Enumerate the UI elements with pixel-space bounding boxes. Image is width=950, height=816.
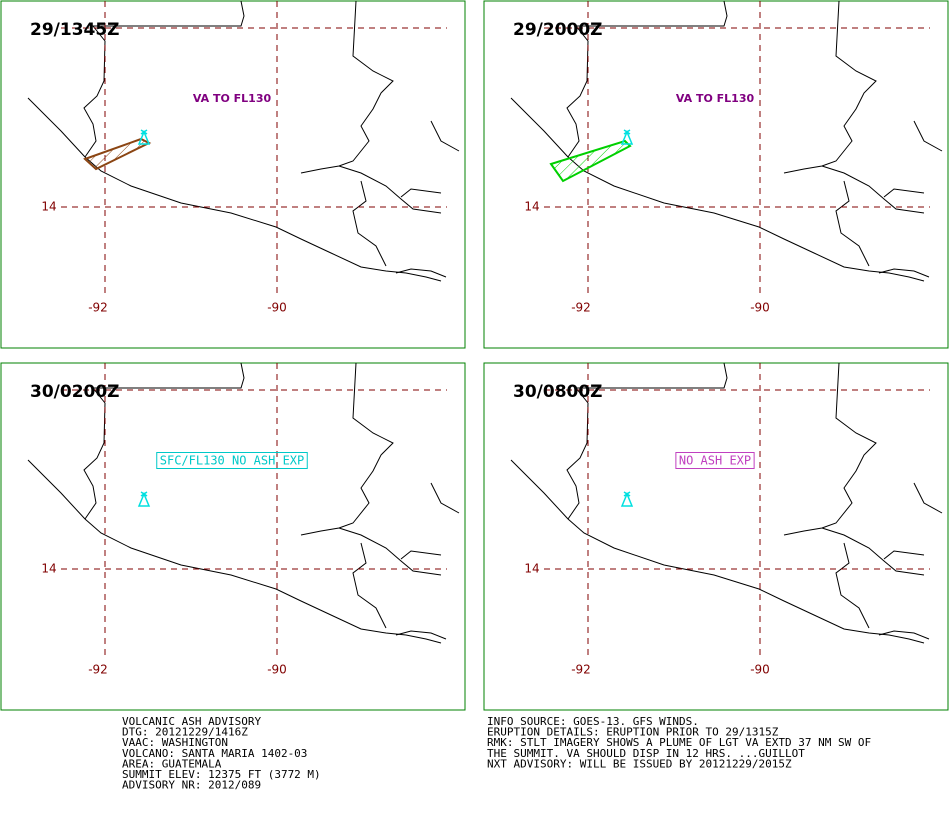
valid-time: 29/1345Z [30,20,120,40]
advisory-line: INFO SOURCE: GOES-13. GFS WINDS. [487,715,699,728]
panel-frame [0,362,466,711]
valid-time: 29/2000Z [513,20,603,40]
lon-label: -90 [750,663,770,677]
lon-label: -90 [750,301,770,315]
lat-label: 14 [524,562,539,576]
lat-label: 14 [41,200,56,214]
ash-annotation: NO ASH EXP [679,454,751,468]
advisory-line: THE SUMMIT. VA SHOULD DISP IN 12 HRS. ..… [487,747,805,760]
ash-annotation: SFC/FL130 NO ASH EXP [160,454,305,468]
advisory-line: ADVISORY NR: 2012/089 [122,779,261,792]
advisory-line: SUMMIT ELEV: 12375 FT (3772 M) [122,768,321,781]
ash-annotation: VA TO FL130 [193,92,272,105]
map-panel: 14 -92 -90 30/0200Z SFC/FL130 NO ASH EXP [0,362,466,711]
advisory-line: VOLCANIC ASH ADVISORY [122,715,261,728]
lon-label: -92 [88,301,108,315]
annotation-box [675,452,755,469]
lon-label: -92 [571,301,591,315]
annotation-box [156,452,308,469]
panel-frame [483,362,949,711]
lat-label: 14 [524,200,539,214]
valid-time: 30/0200Z [30,382,120,402]
valid-time: 30/0800Z [513,382,603,402]
advisory-line: NXT ADVISORY: WILL BE ISSUED BY 20121229… [487,757,792,770]
lon-label: -90 [267,663,287,677]
advisory-line: VOLCANO: SANTA MARIA 1402-03 [122,747,307,760]
advisory-line: AREA: GUATEMALA [122,757,222,770]
advisory-line: DTG: 20121229/1416Z [122,726,248,739]
advisory-line: ERUPTION DETAILS: ERUPTION PRIOR TO 29/1… [487,726,779,739]
map-panel: 14 -92 -90 30/0800Z NO ASH EXP [483,362,949,711]
map-panel: 14 -92 -90 29/1345Z VA TO FL130 [0,0,466,349]
panel-frame [483,0,949,349]
ash-plume [549,139,632,183]
advisory-line: VAAC: WASHINGTON [122,736,228,749]
lon-label: -90 [267,301,287,315]
lon-label: -92 [571,663,591,677]
advisory-line: RMK: STLT IMAGERY SHOWS A PLUME OF LGT V… [487,736,871,749]
lon-label: -92 [88,663,108,677]
map-panel: 14 -92 -90 29/2000Z VA TO FL130 [483,0,949,349]
lat-label: 14 [41,562,56,576]
ash-annotation: VA TO FL130 [676,92,755,105]
panel-frame [0,0,466,349]
